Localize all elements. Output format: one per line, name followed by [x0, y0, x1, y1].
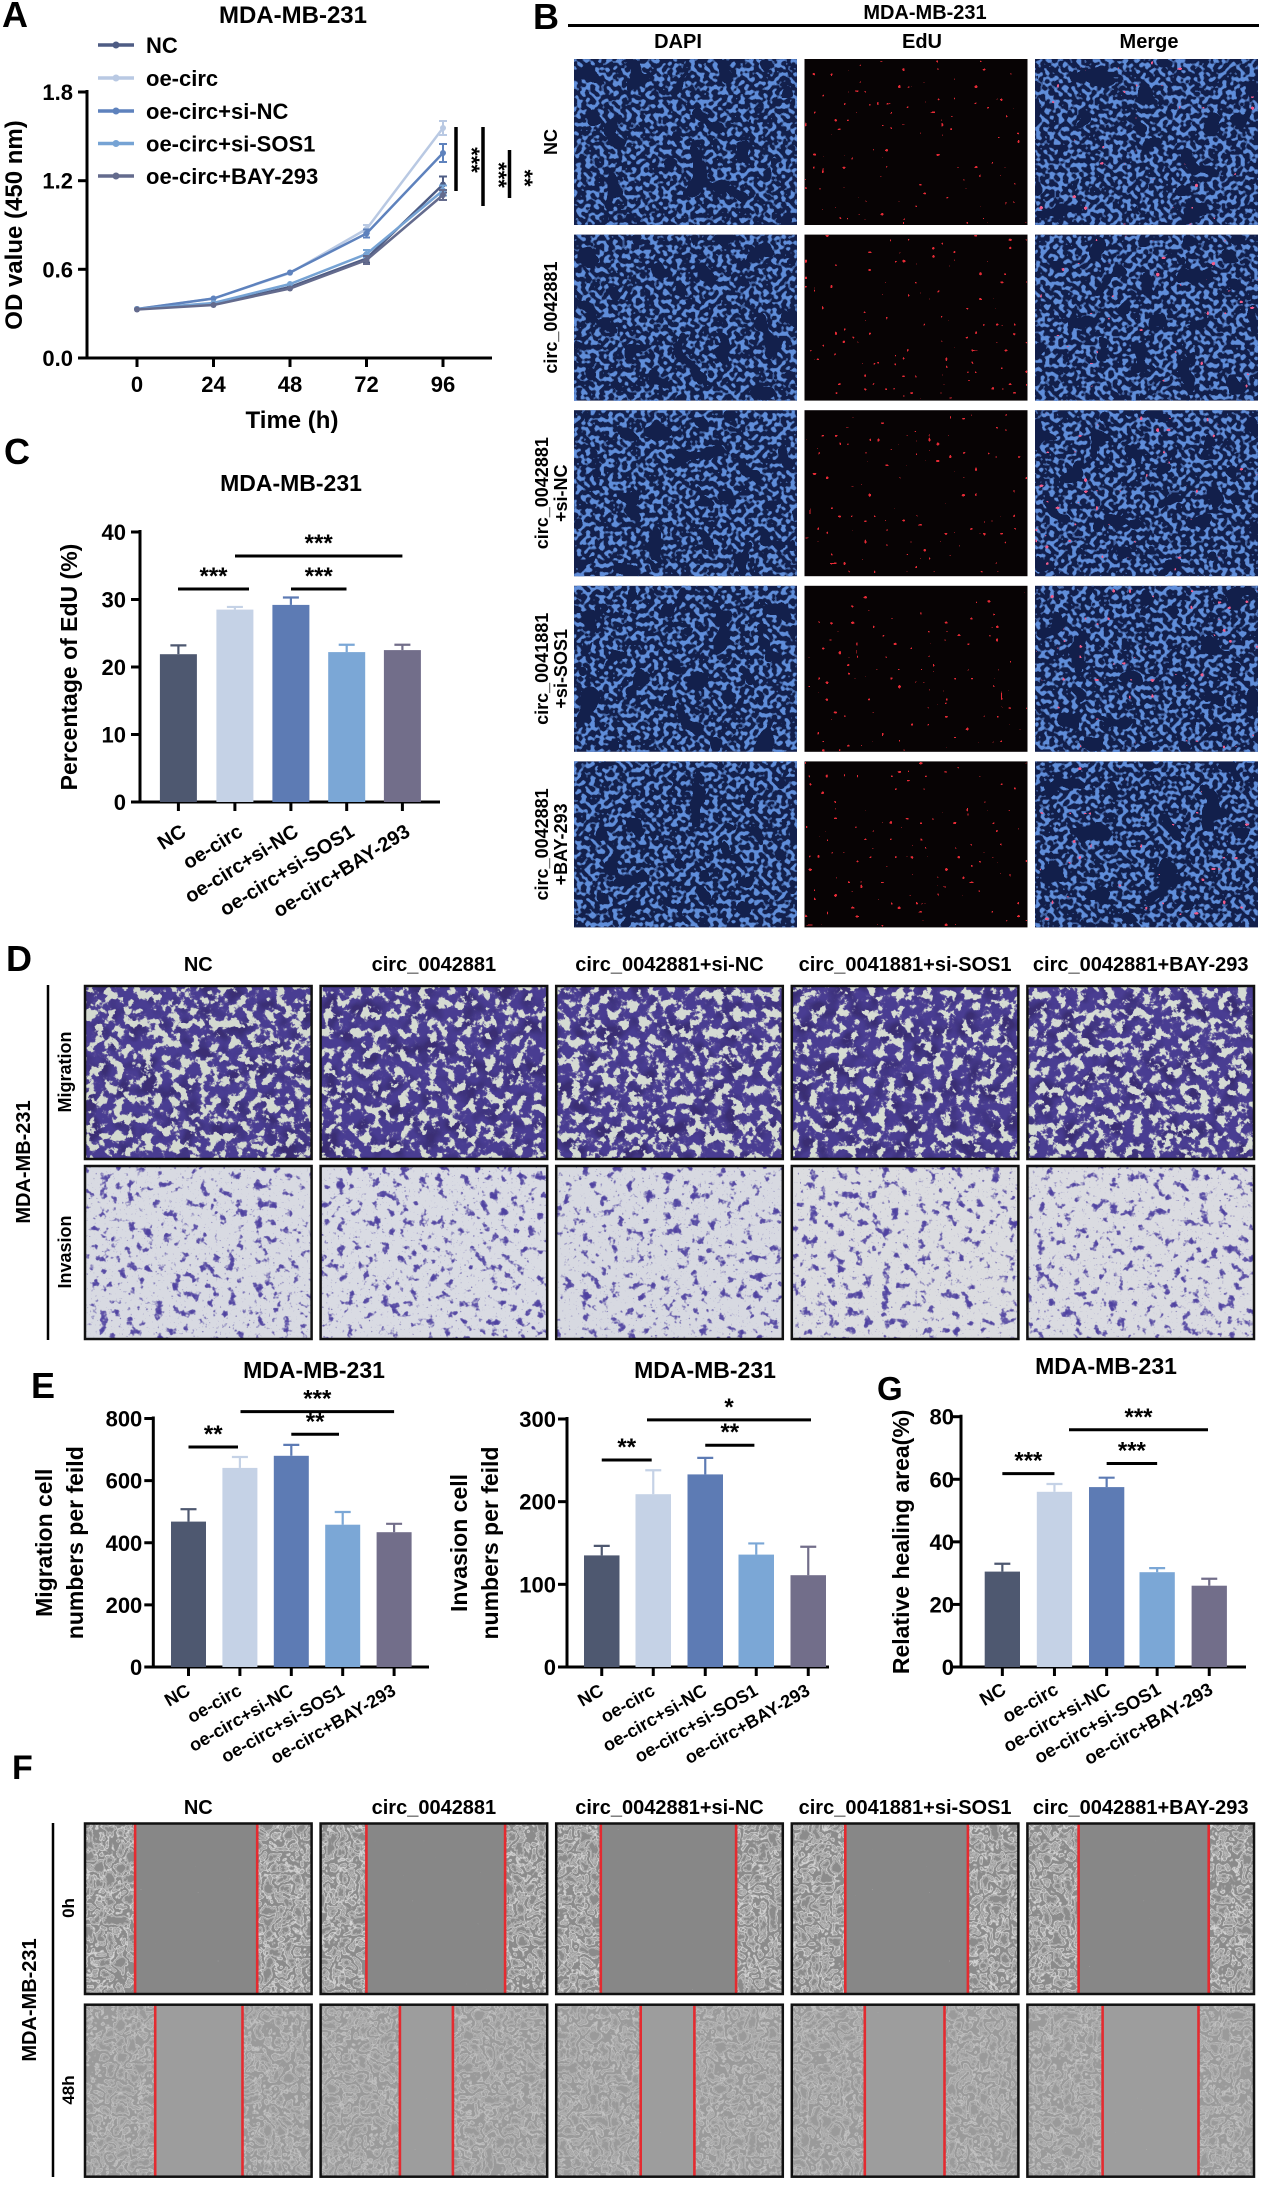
- svg-text:C: C: [4, 431, 30, 472]
- svg-text:80: 80: [930, 1405, 954, 1430]
- svg-text:+si-SOS1: +si-SOS1: [551, 629, 571, 709]
- svg-text:**: **: [306, 1408, 325, 1435]
- svg-text:0h: 0h: [59, 1898, 78, 1918]
- svg-text:0: 0: [131, 372, 143, 397]
- svg-text:Merge: Merge: [1120, 31, 1179, 53]
- svg-text:circ_0042881+BAY-293: circ_0042881+BAY-293: [1033, 1797, 1249, 1819]
- svg-text:circ_0042881+si-NC: circ_0042881+si-NC: [575, 954, 763, 976]
- svg-text:72: 72: [354, 372, 378, 397]
- svg-text:circ_0041881: circ_0041881: [532, 613, 552, 725]
- svg-text:circ_0041881+si-SOS1: circ_0041881+si-SOS1: [799, 954, 1012, 976]
- svg-text:0: 0: [130, 1655, 142, 1680]
- svg-text:NC: NC: [146, 33, 178, 58]
- svg-text:NC: NC: [541, 129, 561, 155]
- svg-text:400: 400: [106, 1531, 143, 1556]
- svg-text:circ_0042881: circ_0042881: [372, 954, 497, 976]
- svg-text:circ_0042881: circ_0042881: [532, 437, 552, 549]
- svg-text:10: 10: [102, 723, 126, 748]
- svg-text:NC: NC: [184, 1797, 213, 1819]
- svg-text:circ_0042881+si-NC: circ_0042881+si-NC: [575, 1797, 763, 1819]
- svg-text:circ_0041881+si-SOS1: circ_0041881+si-SOS1: [799, 1797, 1012, 1819]
- svg-text:circ_0042881: circ_0042881: [372, 1797, 497, 1819]
- svg-text:0: 0: [942, 1655, 954, 1680]
- svg-text:NC: NC: [184, 954, 213, 976]
- svg-text:MDA-MB-231: MDA-MB-231: [634, 1357, 776, 1383]
- svg-text:circ_0042881: circ_0042881: [532, 788, 552, 900]
- svg-text:**: **: [617, 1434, 636, 1461]
- svg-text:0.0: 0.0: [42, 346, 73, 371]
- svg-text:0: 0: [114, 790, 126, 815]
- svg-text:circ_0042881+BAY-293: circ_0042881+BAY-293: [1033, 954, 1249, 976]
- svg-text:***: ***: [305, 530, 334, 557]
- svg-text:MDA-MB-231: MDA-MB-231: [19, 1938, 41, 2061]
- svg-text:circ_0042881: circ_0042881: [541, 262, 561, 374]
- svg-text:OD value (450 nm): OD value (450 nm): [1, 120, 28, 329]
- svg-text:***: ***: [1124, 1404, 1153, 1431]
- svg-text:96: 96: [431, 372, 455, 397]
- svg-text:30: 30: [102, 588, 126, 613]
- svg-text:Time (h): Time (h): [246, 407, 339, 434]
- svg-text:***: ***: [1014, 1448, 1043, 1475]
- svg-text:numbers per feild: numbers per feild: [62, 1446, 88, 1639]
- svg-text:F: F: [12, 1749, 33, 1787]
- svg-text:0: 0: [544, 1655, 556, 1680]
- svg-text:***: ***: [1118, 1438, 1147, 1465]
- svg-text:48: 48: [278, 372, 302, 397]
- svg-text:Invasion cell: Invasion cell: [446, 1474, 472, 1612]
- svg-text:200: 200: [106, 1593, 143, 1618]
- svg-text:24: 24: [201, 372, 226, 397]
- svg-text:+BAY-293: +BAY-293: [551, 803, 571, 885]
- svg-text:200: 200: [519, 1490, 556, 1515]
- svg-text:Migration cell: Migration cell: [31, 1469, 57, 1617]
- svg-text:A: A: [2, 0, 28, 35]
- svg-text:40: 40: [930, 1530, 954, 1555]
- svg-text:0.6: 0.6: [42, 257, 73, 282]
- svg-text:oe-circ: oe-circ: [146, 66, 218, 91]
- svg-text:40: 40: [102, 520, 126, 545]
- svg-text:***: ***: [199, 563, 228, 590]
- svg-text:1.8: 1.8: [42, 80, 73, 105]
- svg-text:+si-NC: +si-NC: [551, 464, 571, 522]
- svg-text:20: 20: [930, 1592, 954, 1617]
- svg-text:20: 20: [102, 655, 126, 680]
- svg-text:**: **: [720, 1419, 739, 1446]
- svg-text:E: E: [31, 1365, 55, 1406]
- svg-text:EdU: EdU: [902, 31, 942, 53]
- svg-text:numbers per feild: numbers per feild: [477, 1447, 503, 1640]
- svg-text:MDA-MB-231: MDA-MB-231: [243, 1357, 385, 1383]
- svg-text:Invasion: Invasion: [55, 1215, 75, 1288]
- svg-text:***: ***: [303, 1386, 332, 1413]
- svg-text:Percentage of EdU (%): Percentage of EdU (%): [56, 544, 82, 791]
- svg-text:MDA-MB-231: MDA-MB-231: [220, 470, 362, 496]
- svg-text:*: *: [724, 1394, 734, 1421]
- svg-text:1.2: 1.2: [42, 169, 73, 194]
- svg-text:800: 800: [106, 1407, 143, 1432]
- svg-text:**: **: [204, 1421, 223, 1448]
- svg-text:MDA-MB-231: MDA-MB-231: [13, 1100, 35, 1223]
- svg-text:***: ***: [486, 162, 511, 188]
- svg-text:MDA-MB-231: MDA-MB-231: [863, 2, 986, 24]
- svg-text:60: 60: [930, 1467, 954, 1492]
- svg-text:oe-circ+BAY-293: oe-circ+BAY-293: [146, 164, 318, 189]
- svg-text:100: 100: [519, 1572, 556, 1597]
- svg-text:Relative healing area(%): Relative healing area(%): [888, 1410, 914, 1675]
- svg-text:**: **: [512, 169, 537, 187]
- svg-text:***: ***: [305, 563, 334, 590]
- svg-text:oe-circ+si-NC: oe-circ+si-NC: [146, 99, 289, 124]
- svg-text:48h: 48h: [59, 2075, 78, 2104]
- svg-text:D: D: [6, 938, 32, 979]
- svg-text:600: 600: [106, 1469, 143, 1494]
- svg-text:Migration: Migration: [55, 1032, 75, 1113]
- svg-text:***: ***: [459, 147, 484, 173]
- svg-text:300: 300: [519, 1407, 556, 1432]
- svg-text:G: G: [877, 1370, 903, 1407]
- svg-text:B: B: [533, 0, 559, 37]
- svg-text:DAPI: DAPI: [654, 31, 702, 53]
- svg-text:MDA-MB-231: MDA-MB-231: [1035, 1353, 1177, 1379]
- svg-text:MDA-MB-231: MDA-MB-231: [219, 2, 367, 29]
- svg-text:oe-circ+si-SOS1: oe-circ+si-SOS1: [146, 132, 315, 157]
